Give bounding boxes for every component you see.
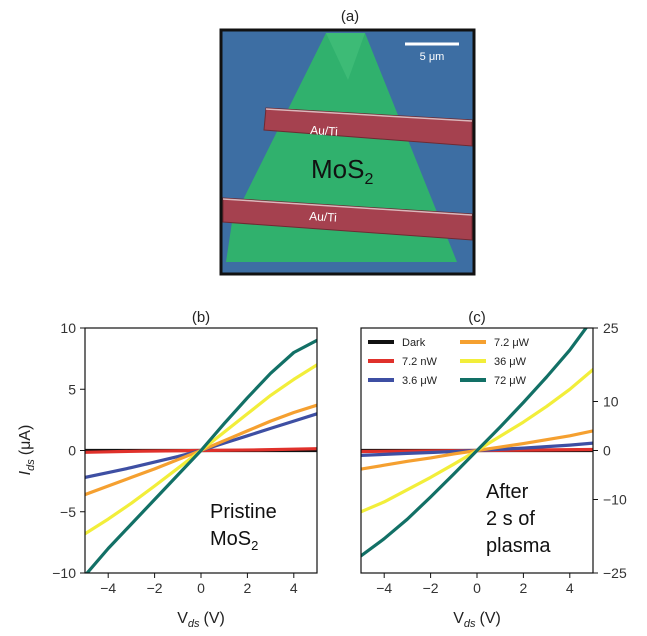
plot-b-xtick-label: 4 (290, 580, 298, 596)
plot-b-ytick-label: −10 (52, 565, 76, 581)
plot-c-ytick-label: −25 (603, 565, 627, 581)
plot-c-xtick-label: 0 (473, 580, 481, 596)
plot-c-annotation-line1: After (486, 481, 529, 503)
plot-c-xtick-label: 2 (520, 580, 528, 596)
electrode-bottom (222, 197, 473, 241)
legend-entry: 7.2 nW (402, 356, 437, 368)
legend-entry: 36 μW (494, 356, 527, 368)
mos2-label: MoS2 (311, 154, 373, 188)
legend-entry: 3.6 μW (402, 375, 438, 387)
plot-b-xtick-label: −2 (147, 580, 163, 596)
plot-c: −4 −2 0 2 4 −25 −10 0 10 25 (360, 320, 627, 596)
legend-entry: Dark (402, 337, 426, 349)
scale-bar-label: 5 μm (420, 51, 445, 63)
plot-b-ytick-label: 10 (60, 320, 76, 336)
plot-c-xtick-label: 4 (566, 580, 574, 596)
plot-b-xlabel: Vds (V) (177, 610, 225, 630)
plot-b-ytick-label: 5 (68, 381, 76, 397)
plot-b-ylabel: Ids(μA) (17, 425, 37, 476)
plot-b-xtick-label: 0 (197, 580, 205, 596)
plot-b-series-5 (85, 338, 317, 573)
legend-entry: 72 μW (494, 375, 527, 387)
plot-b: −4 −2 0 2 4 −10 −5 0 5 10 (52, 320, 318, 596)
legend: Dark 7.2 nW 3.6 μW 7.2 μW 36 μW 72 μW (368, 337, 530, 387)
flake-highlight (326, 33, 365, 80)
panel-a-label: (a) (341, 8, 359, 25)
plot-c-xtick-label: −2 (423, 580, 439, 596)
plot-c-xlabel: Vds (V) (453, 610, 501, 630)
plot-b-ytick-label: −5 (60, 504, 76, 520)
electrode-top-label: Au/Ti (310, 123, 338, 139)
plot-c-annotation-line2: 2 s of (486, 508, 535, 530)
panel-b-label: (b) (192, 309, 210, 326)
plot-c-annotation-line3: plasma (486, 535, 551, 557)
electrode-bottom-edge (222, 198, 473, 216)
electrode-top-edge (265, 108, 473, 122)
plot-b-annotation-line1: Pristine (210, 501, 277, 523)
plot-c-ytick-label: 10 (603, 394, 619, 410)
electrode-bottom-label: Au/Ti (309, 209, 337, 225)
plot-c-xtick-label: −4 (376, 580, 392, 596)
plot-c-ytick-label: 0 (603, 443, 611, 459)
plot-b-annotation-line2: MoS2 (210, 528, 258, 553)
micrograph-frame (219, 28, 476, 276)
plot-c-ytick-label: 25 (603, 320, 619, 336)
plot-b-ytick-label: 0 (68, 443, 76, 459)
plot-c-ytick-label: −10 (603, 492, 627, 508)
legend-entry: 7.2 μW (494, 337, 530, 349)
panel-c-label: (c) (468, 309, 486, 326)
plot-b-xtick-label: −4 (100, 580, 116, 596)
plot-c-series-4 (361, 368, 593, 514)
micrograph: Au/Ti Au/Ti MoS2 5 μm (219, 28, 476, 276)
plot-b-series-2 (85, 412, 317, 479)
plot-b-xtick-label: 2 (244, 580, 252, 596)
plot-c-series-5 (361, 328, 588, 558)
